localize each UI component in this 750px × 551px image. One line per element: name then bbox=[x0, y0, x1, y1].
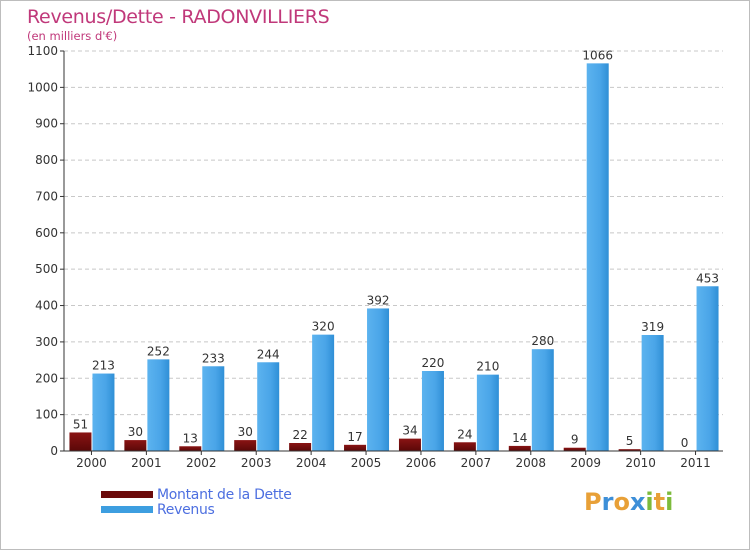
revenue-bar bbox=[92, 373, 115, 451]
x-tick-label: 2006 bbox=[406, 456, 437, 470]
logo-letter: P bbox=[584, 488, 602, 516]
debt-value-label: 22 bbox=[292, 428, 307, 442]
debt-bar bbox=[124, 440, 147, 451]
legend-label-debt: Montant de la Dette bbox=[157, 486, 292, 503]
y-tick-label: 400 bbox=[35, 299, 58, 313]
revenue-bar bbox=[202, 366, 225, 451]
revenue-value-label: 453 bbox=[696, 271, 719, 285]
debt-value-label: 0 bbox=[681, 436, 689, 450]
revenue-value-label: 392 bbox=[367, 293, 390, 307]
legend-swatch-revenue bbox=[101, 506, 153, 513]
debt-bar bbox=[508, 445, 531, 451]
x-tick-label: 2005 bbox=[351, 456, 382, 470]
debt-bar bbox=[289, 443, 312, 451]
revenue-bar bbox=[586, 63, 609, 451]
y-tick-label: 200 bbox=[35, 371, 58, 385]
debt-value-label: 30 bbox=[238, 425, 253, 439]
y-tick-label: 1000 bbox=[27, 80, 58, 94]
debt-bar bbox=[398, 438, 421, 451]
debt-value-label: 30 bbox=[128, 425, 143, 439]
x-tick-label: 2010 bbox=[625, 456, 656, 470]
legend-label-revenue: Revenus bbox=[157, 501, 215, 518]
x-tick-label: 2001 bbox=[131, 456, 162, 470]
x-tick-label: 2003 bbox=[241, 456, 272, 470]
debt-bar bbox=[563, 447, 586, 451]
x-tick-label: 2000 bbox=[76, 456, 107, 470]
x-tick-label: 2002 bbox=[186, 456, 217, 470]
debt-bar bbox=[344, 444, 367, 451]
debt-value-label: 51 bbox=[73, 417, 88, 431]
revenue-bar bbox=[641, 335, 664, 451]
revenue-bar bbox=[421, 371, 444, 451]
chart-legend: Montant de la Dette Revenus bbox=[101, 486, 292, 518]
x-tick-label: 2007 bbox=[461, 456, 492, 470]
debt-value-label: 17 bbox=[347, 430, 362, 444]
revenue-value-label: 244 bbox=[257, 347, 280, 361]
revenue-value-label: 319 bbox=[641, 320, 664, 334]
legend-item-revenue: Revenus bbox=[101, 501, 292, 518]
chart-title: Revenus/Dette - RADONVILLIERS bbox=[27, 6, 330, 28]
debt-value-label: 9 bbox=[571, 433, 579, 447]
x-tick-label: 2009 bbox=[570, 456, 601, 470]
y-tick-label: 100 bbox=[35, 408, 58, 422]
y-tick-label: 700 bbox=[35, 189, 58, 203]
revenue-bar bbox=[147, 359, 170, 451]
logo-letter: i bbox=[665, 488, 674, 516]
revenue-value-label: 220 bbox=[422, 356, 445, 370]
revenue-value-label: 252 bbox=[147, 344, 170, 358]
chart-subtitle: (en milliers d'€) bbox=[27, 29, 118, 43]
y-tick-label: 0 bbox=[50, 444, 58, 458]
debt-value-label: 5 bbox=[626, 434, 634, 448]
debt-value-label: 14 bbox=[512, 431, 527, 445]
debt-value-label: 34 bbox=[402, 424, 417, 438]
revenue-value-label: 213 bbox=[92, 359, 115, 373]
x-tick-label: 2004 bbox=[296, 456, 327, 470]
y-tick-label: 800 bbox=[35, 153, 58, 167]
debt-bar bbox=[234, 440, 257, 451]
revenue-bar bbox=[476, 374, 499, 451]
revenue-bar bbox=[696, 286, 719, 451]
x-tick-label: 2008 bbox=[516, 456, 547, 470]
logo-letter: r bbox=[601, 488, 614, 516]
debt-bar bbox=[618, 449, 641, 451]
logo-letter: i bbox=[645, 488, 654, 516]
y-tick-label: 1100 bbox=[27, 44, 58, 58]
y-tick-label: 300 bbox=[35, 335, 58, 349]
y-tick-label: 900 bbox=[35, 117, 58, 131]
legend-item-debt: Montant de la Dette bbox=[101, 486, 292, 503]
proxiti-logo: Proxiti bbox=[584, 488, 673, 516]
revenue-bar bbox=[367, 308, 390, 451]
logo-letter: t bbox=[653, 488, 666, 516]
y-tick-label: 600 bbox=[35, 226, 58, 240]
debt-value-label: 13 bbox=[183, 431, 198, 445]
revenue-bar bbox=[531, 349, 554, 451]
legend-swatch-debt bbox=[101, 491, 153, 498]
logo-letter: o bbox=[613, 488, 630, 516]
y-tick-label: 500 bbox=[35, 262, 58, 276]
revenue-value-label: 280 bbox=[531, 334, 554, 348]
revenue-value-label: 233 bbox=[202, 351, 225, 365]
debt-value-label: 24 bbox=[457, 427, 472, 441]
logo-letter: x bbox=[629, 488, 646, 516]
debt-bar bbox=[69, 432, 92, 451]
revenue-value-label: 320 bbox=[312, 320, 335, 334]
revenue-value-label: 1066 bbox=[582, 48, 613, 62]
x-tick-label: 2011 bbox=[680, 456, 711, 470]
revenue-bar bbox=[312, 334, 335, 451]
revenue-bar bbox=[257, 362, 280, 451]
debt-bar bbox=[453, 442, 476, 451]
debt-bar bbox=[179, 446, 202, 451]
revenue-value-label: 210 bbox=[476, 360, 499, 374]
